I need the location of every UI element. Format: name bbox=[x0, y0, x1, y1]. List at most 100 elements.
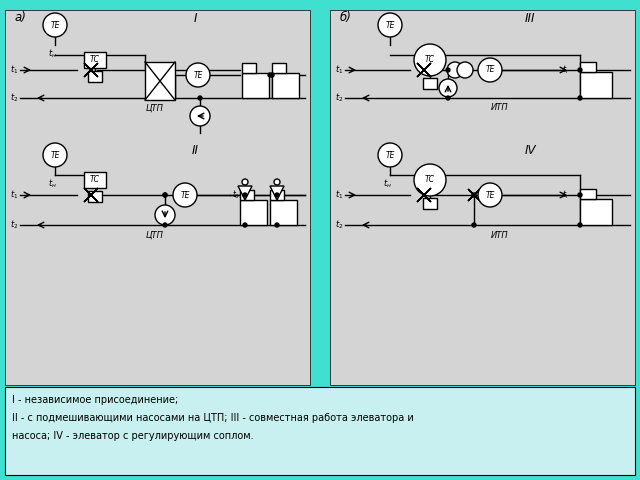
Text: ИТП: ИТП bbox=[491, 104, 509, 112]
Text: $t_1$: $t_1$ bbox=[10, 189, 18, 201]
Bar bbox=[580, 72, 612, 98]
Circle shape bbox=[268, 73, 272, 77]
Text: TC: TC bbox=[90, 56, 100, 64]
Text: TE: TE bbox=[51, 151, 60, 159]
Text: IV: IV bbox=[524, 144, 536, 156]
Circle shape bbox=[578, 193, 582, 197]
Circle shape bbox=[163, 223, 167, 227]
Circle shape bbox=[578, 68, 582, 72]
Text: б): б) bbox=[340, 12, 352, 24]
Bar bbox=[242, 73, 269, 98]
Text: TE: TE bbox=[485, 65, 495, 74]
Polygon shape bbox=[468, 189, 480, 201]
Polygon shape bbox=[238, 186, 252, 200]
Circle shape bbox=[190, 106, 210, 126]
Text: $t_2$: $t_2$ bbox=[10, 219, 18, 231]
Polygon shape bbox=[84, 188, 98, 202]
Text: $t_{01}$: $t_{01}$ bbox=[232, 189, 243, 201]
Bar bbox=[423, 77, 437, 88]
Circle shape bbox=[43, 143, 67, 167]
Polygon shape bbox=[417, 188, 431, 202]
Circle shape bbox=[447, 62, 463, 78]
Bar bbox=[272, 73, 299, 98]
Text: TE: TE bbox=[180, 191, 189, 200]
Text: ЦТП: ЦТП bbox=[146, 230, 164, 240]
Polygon shape bbox=[270, 186, 284, 200]
Circle shape bbox=[457, 62, 473, 78]
Circle shape bbox=[275, 193, 279, 197]
Text: насоса; IV - элеватор с регулирующим соплом.: насоса; IV - элеватор с регулирующим соп… bbox=[12, 431, 253, 441]
Bar bbox=[84, 172, 106, 188]
Text: $t_г$: $t_г$ bbox=[242, 69, 250, 81]
Polygon shape bbox=[417, 188, 431, 202]
Text: $t_1$: $t_1$ bbox=[335, 189, 343, 201]
Bar bbox=[5, 10, 310, 385]
Bar bbox=[580, 61, 596, 72]
Bar bbox=[580, 199, 612, 225]
Text: $t_н$: $t_н$ bbox=[47, 178, 56, 191]
Bar bbox=[270, 190, 284, 200]
Circle shape bbox=[578, 96, 582, 100]
Text: TE: TE bbox=[193, 71, 203, 80]
Bar bbox=[84, 52, 106, 68]
Circle shape bbox=[173, 183, 197, 207]
Bar bbox=[580, 189, 596, 199]
Bar bbox=[242, 63, 255, 73]
Text: $t_г$: $t_г$ bbox=[562, 64, 570, 76]
Text: TE: TE bbox=[51, 21, 60, 29]
Circle shape bbox=[43, 13, 67, 37]
Text: II: II bbox=[191, 144, 198, 156]
Text: TC: TC bbox=[90, 176, 100, 184]
Polygon shape bbox=[417, 63, 431, 77]
Circle shape bbox=[578, 223, 582, 227]
Circle shape bbox=[243, 223, 247, 227]
Bar bbox=[88, 191, 102, 202]
Text: I: I bbox=[193, 12, 196, 24]
Text: TC: TC bbox=[425, 176, 435, 184]
Circle shape bbox=[414, 44, 446, 76]
Polygon shape bbox=[84, 63, 98, 77]
Circle shape bbox=[378, 13, 402, 37]
Circle shape bbox=[414, 164, 446, 196]
Text: $t_2$: $t_2$ bbox=[335, 92, 343, 104]
Circle shape bbox=[472, 193, 476, 197]
Bar bbox=[423, 197, 437, 208]
Polygon shape bbox=[84, 63, 98, 77]
Circle shape bbox=[478, 58, 502, 82]
Text: $t_н$: $t_н$ bbox=[47, 48, 56, 60]
Bar bbox=[88, 71, 102, 82]
Polygon shape bbox=[84, 188, 98, 202]
Circle shape bbox=[242, 179, 248, 185]
Text: $t_г$: $t_г$ bbox=[562, 189, 570, 201]
Text: $t_2$: $t_2$ bbox=[335, 219, 343, 231]
Text: ЦТП: ЦТП bbox=[146, 104, 164, 112]
Circle shape bbox=[163, 193, 167, 197]
Circle shape bbox=[198, 96, 202, 100]
Circle shape bbox=[472, 223, 476, 227]
Text: $t_2$: $t_2$ bbox=[10, 92, 18, 104]
Circle shape bbox=[186, 63, 210, 87]
Text: $t_1$: $t_1$ bbox=[335, 64, 343, 76]
Circle shape bbox=[155, 205, 175, 225]
Text: I - независимое присоединение;: I - независимое присоединение; bbox=[12, 395, 179, 405]
Text: II - с подмешивающими насосами на ЦТП; III - совместная работа элеватора и: II - с подмешивающими насосами на ЦТП; I… bbox=[12, 413, 413, 423]
Circle shape bbox=[274, 179, 280, 185]
Bar bbox=[240, 190, 253, 200]
Bar bbox=[240, 200, 267, 225]
Bar bbox=[330, 10, 635, 385]
Bar bbox=[272, 63, 285, 73]
Circle shape bbox=[163, 193, 167, 197]
Text: $t_1$: $t_1$ bbox=[10, 64, 18, 76]
Circle shape bbox=[446, 68, 450, 72]
Text: III: III bbox=[525, 12, 535, 24]
Text: TE: TE bbox=[485, 191, 495, 200]
Circle shape bbox=[378, 143, 402, 167]
Text: TC: TC bbox=[425, 56, 435, 64]
Polygon shape bbox=[468, 189, 480, 201]
Circle shape bbox=[439, 79, 457, 97]
Text: TE: TE bbox=[385, 21, 395, 29]
Bar bbox=[145, 62, 175, 100]
Text: $t_н$: $t_н$ bbox=[383, 178, 392, 191]
Circle shape bbox=[446, 96, 450, 100]
Circle shape bbox=[243, 193, 247, 197]
